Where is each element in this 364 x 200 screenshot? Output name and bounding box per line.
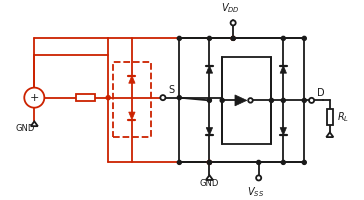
Circle shape xyxy=(248,98,253,103)
Text: S: S xyxy=(169,85,174,95)
Text: GND: GND xyxy=(200,179,219,188)
Circle shape xyxy=(256,175,261,180)
Circle shape xyxy=(207,160,211,164)
Circle shape xyxy=(231,36,235,40)
Circle shape xyxy=(231,36,235,40)
Circle shape xyxy=(220,98,224,102)
Circle shape xyxy=(230,20,236,25)
Circle shape xyxy=(177,36,181,40)
Circle shape xyxy=(281,36,285,40)
Circle shape xyxy=(302,160,306,164)
Circle shape xyxy=(177,96,181,100)
Polygon shape xyxy=(280,128,286,135)
Text: $V_{SS}$: $V_{SS}$ xyxy=(248,185,265,199)
Polygon shape xyxy=(235,95,247,106)
Polygon shape xyxy=(326,132,333,137)
Circle shape xyxy=(24,88,44,108)
Polygon shape xyxy=(31,121,38,126)
Bar xyxy=(222,57,272,144)
Bar xyxy=(76,94,95,101)
Bar xyxy=(113,62,151,137)
Circle shape xyxy=(177,160,181,164)
Text: D: D xyxy=(317,88,325,98)
Text: $R_L$: $R_L$ xyxy=(337,110,349,124)
Text: GND: GND xyxy=(16,124,35,133)
Polygon shape xyxy=(129,112,135,120)
Circle shape xyxy=(281,98,285,102)
Polygon shape xyxy=(280,66,286,73)
Bar xyxy=(327,109,333,125)
Circle shape xyxy=(269,98,273,102)
Bar xyxy=(179,38,304,162)
Circle shape xyxy=(309,98,314,103)
Circle shape xyxy=(207,160,211,164)
Circle shape xyxy=(207,160,211,164)
Polygon shape xyxy=(129,76,135,83)
Circle shape xyxy=(207,36,211,40)
Circle shape xyxy=(161,95,166,100)
Circle shape xyxy=(281,160,285,164)
Circle shape xyxy=(302,36,306,40)
Polygon shape xyxy=(206,66,213,73)
Circle shape xyxy=(231,36,235,40)
Polygon shape xyxy=(206,128,213,135)
Text: +: + xyxy=(29,93,39,103)
Text: $V_{DD}$: $V_{DD}$ xyxy=(221,1,240,15)
Circle shape xyxy=(257,160,261,164)
Polygon shape xyxy=(206,175,213,180)
Circle shape xyxy=(207,98,211,102)
Circle shape xyxy=(302,98,306,102)
Circle shape xyxy=(106,96,110,100)
